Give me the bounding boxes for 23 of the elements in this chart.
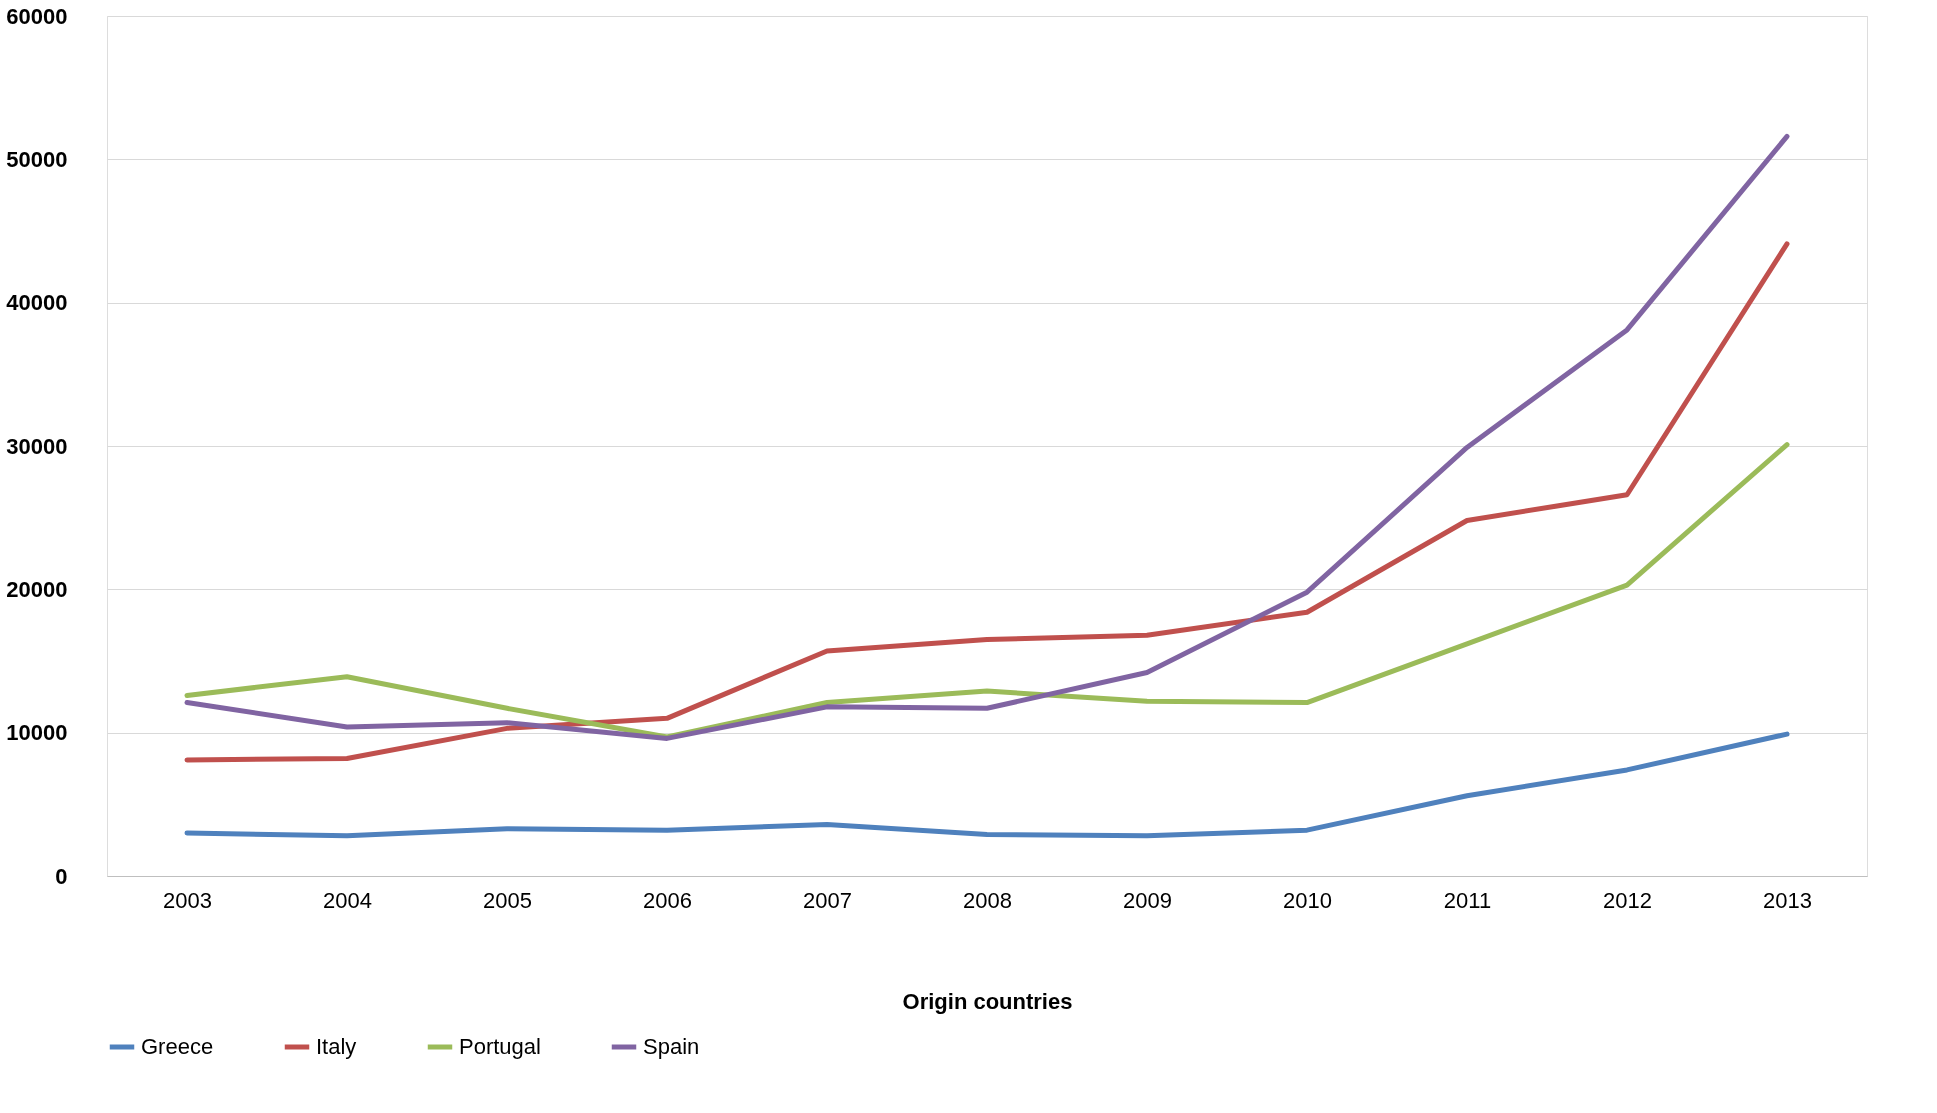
y-tick-label: 30000: [6, 433, 68, 459]
x-tick-label: 2011: [1443, 887, 1492, 913]
legend-label: Italy: [316, 1034, 357, 1059]
legend-label: Spain: [643, 1034, 700, 1059]
x-tick-label: 2010: [1283, 887, 1332, 913]
x-tick-label: 2007: [803, 887, 852, 913]
x-axis-title: Origin countries: [902, 988, 1073, 1014]
x-tick-label: 2009: [1123, 887, 1172, 913]
y-tick-label: 0: [55, 863, 68, 889]
y-tick-label: 20000: [6, 576, 68, 602]
legend-label: Portugal: [459, 1034, 541, 1059]
x-tick-label: 2006: [643, 887, 692, 913]
x-tick-label: 2013: [1763, 887, 1812, 913]
x-tick-label: 2004: [323, 887, 372, 913]
y-tick-label: 60000: [6, 3, 68, 29]
y-tick-label: 40000: [6, 290, 68, 316]
x-tick-label: 2003: [163, 887, 212, 913]
legend-label: Greece: [141, 1034, 214, 1059]
x-tick-label: 2005: [483, 887, 532, 913]
x-tick-label: 2012: [1603, 887, 1652, 913]
y-tick-label: 10000: [6, 720, 68, 746]
y-tick-label: 50000: [6, 146, 68, 172]
x-tick-label: 2008: [963, 887, 1012, 913]
